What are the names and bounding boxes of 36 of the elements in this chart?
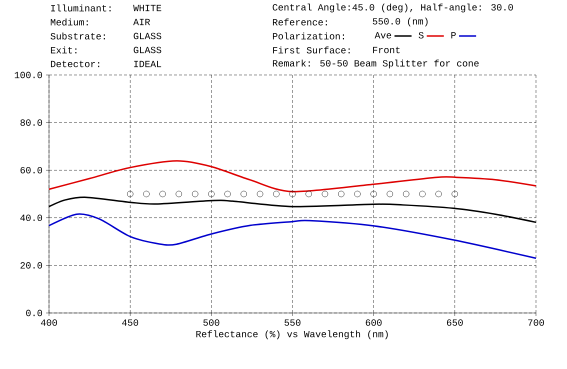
line-series [48, 213, 537, 259]
text: Medium: [50, 18, 88, 26]
y-tick-label: 0.0 [26, 310, 42, 316]
text: Central Angle:45.0 (deg), Half-angle: 30.0 [272, 4, 513, 12]
text: Front [373, 46, 400, 54]
legend-label: P [451, 32, 456, 38]
y-tick-label: 100.0 [14, 72, 42, 78]
x-tick-label: 450 [122, 319, 138, 326]
text: WHITE [133, 4, 162, 12]
text: Substrate: [50, 32, 105, 40]
text: 550.0 (nm) [372, 18, 428, 26]
y-tick-label: 60.0 [20, 166, 42, 174]
text: Detector: [50, 60, 100, 68]
text: First Surface: [273, 46, 350, 54]
text: Exit: [50, 46, 76, 54]
text: GLASS [134, 46, 162, 54]
text: Illuminant: [51, 4, 111, 12]
x-axis-title: Reflectance (%) vs Wavelength (nm) [196, 330, 388, 340]
y-tick-label: 20.0 [20, 262, 42, 269]
text: IDEAL [134, 60, 162, 68]
text: GLASS [134, 32, 162, 40]
x-tick-label: 400 [40, 319, 57, 326]
x-tick-label: 500 [203, 319, 220, 326]
legend-label: Ave [374, 32, 392, 38]
x-tick-label: 600 [366, 319, 382, 326]
text: Polarization: [272, 32, 344, 40]
text: AIR [133, 18, 150, 26]
line-series [48, 160, 537, 192]
x-tick-label: 550 [284, 319, 300, 326]
legend-label: S [418, 32, 424, 39]
text: Reference: [272, 18, 327, 26]
text: Remark: 50-50 Beam Splitter for cone [272, 60, 479, 68]
y-tick-label: 40.0 [20, 214, 42, 222]
x-tick-label: 650 [446, 319, 463, 326]
x-tick-label: 700 [528, 319, 544, 326]
y-tick-label: 80.0 [20, 119, 42, 126]
